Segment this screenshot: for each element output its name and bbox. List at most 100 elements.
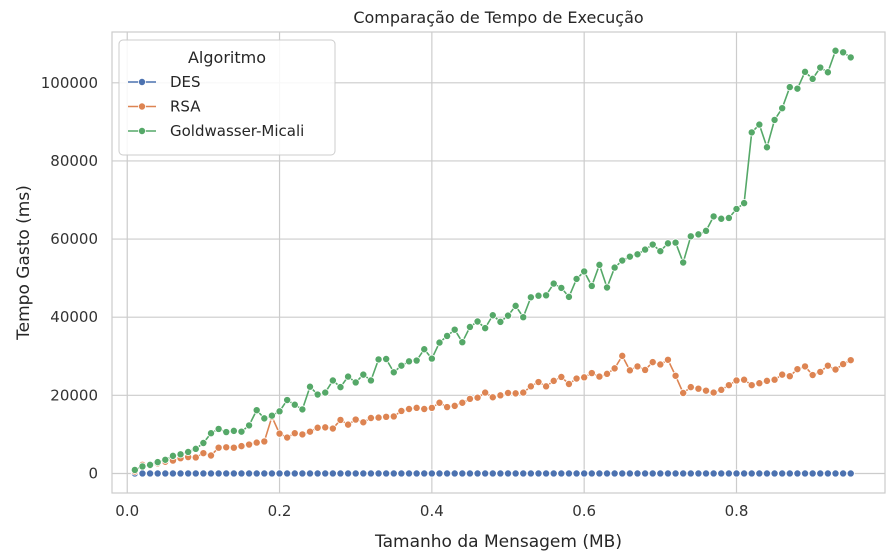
data-point (694, 384, 703, 393)
data-point (625, 366, 634, 375)
x-tick-label: 0.8 (725, 502, 749, 520)
data-point (747, 469, 756, 478)
data-point (389, 368, 398, 377)
data-point (214, 469, 223, 478)
data-point (405, 357, 414, 366)
data-point (770, 115, 779, 124)
legend: Algoritmo DES RSA Goldwasser-Micali (118, 39, 336, 156)
series-des (130, 469, 855, 478)
data-point (534, 291, 543, 300)
data-point (679, 469, 688, 478)
data-point (755, 379, 764, 388)
data-point (488, 311, 497, 320)
data-point (526, 293, 535, 302)
data-point (435, 469, 444, 478)
data-point (846, 356, 855, 365)
data-point (618, 469, 627, 478)
data-point (610, 469, 619, 478)
data-point (686, 232, 695, 241)
data-point (283, 433, 292, 442)
legend-items: DES RSA Goldwasser-Micali (128, 73, 304, 140)
data-point (580, 373, 589, 382)
data-point (663, 239, 672, 248)
data-point (702, 226, 711, 235)
data-point (412, 356, 421, 365)
y-tick-label: 80000 (50, 152, 98, 170)
data-point (564, 469, 573, 478)
data-point (724, 469, 733, 478)
data-point (785, 469, 794, 478)
data-point (534, 469, 543, 478)
data-point (572, 469, 581, 478)
data-point (709, 212, 718, 221)
data-point (679, 258, 688, 267)
data-point (161, 469, 170, 478)
series-rsa (130, 351, 855, 476)
data-point (488, 393, 497, 402)
data-point (610, 263, 619, 272)
y-axis-ticks: 0 20000 40000 60000 80000 100000 (41, 74, 98, 483)
plot-frame (111, 31, 886, 494)
data-point (526, 382, 535, 391)
data-point (382, 412, 391, 421)
data-point (656, 247, 665, 256)
data-point (473, 393, 482, 402)
data-point (443, 469, 452, 478)
data-point (572, 274, 581, 283)
data-point (222, 469, 231, 478)
data-point (816, 367, 825, 376)
data-point (427, 354, 436, 363)
data-point (724, 213, 733, 222)
data-point (443, 403, 452, 412)
data-point (458, 398, 467, 407)
data-point (405, 405, 414, 414)
data-point (816, 63, 825, 72)
data-point (595, 372, 604, 381)
data-point (267, 469, 276, 478)
data-point (336, 415, 345, 424)
data-point (511, 469, 520, 478)
data-point (138, 469, 147, 478)
data-point (207, 429, 216, 438)
data-point (359, 418, 368, 427)
data-point (313, 390, 322, 399)
data-point (641, 469, 650, 478)
data-point (557, 469, 566, 478)
data-point (260, 437, 269, 446)
data-point (839, 360, 848, 369)
data-point (496, 469, 505, 478)
data-point (207, 451, 216, 460)
legend-item-goldwasser-micali: Goldwasser-Micali (128, 122, 304, 140)
data-point (694, 469, 703, 478)
data-point (191, 469, 200, 478)
data-point (153, 469, 162, 478)
data-point (823, 469, 832, 478)
data-point (724, 381, 733, 390)
data-point (793, 469, 802, 478)
data-point (831, 365, 840, 374)
data-point (542, 382, 551, 391)
data-point (808, 371, 817, 380)
data-point (580, 469, 589, 478)
data-point (214, 443, 223, 452)
data-point (504, 388, 513, 397)
data-point (199, 438, 208, 447)
data-point (542, 291, 551, 300)
data-point (785, 83, 794, 92)
data-point (534, 378, 543, 387)
data-point (740, 199, 749, 208)
data-point (770, 469, 779, 478)
data-point (130, 465, 139, 474)
data-point (321, 469, 330, 478)
data-point (153, 458, 162, 467)
data-point (549, 279, 558, 288)
data-point (435, 398, 444, 407)
data-point (214, 424, 223, 433)
data-point (245, 440, 254, 449)
data-point (618, 351, 627, 360)
data-point (801, 362, 810, 371)
data-point (801, 67, 810, 76)
data-point (397, 361, 406, 370)
data-point (633, 469, 642, 478)
data-point (808, 74, 817, 83)
